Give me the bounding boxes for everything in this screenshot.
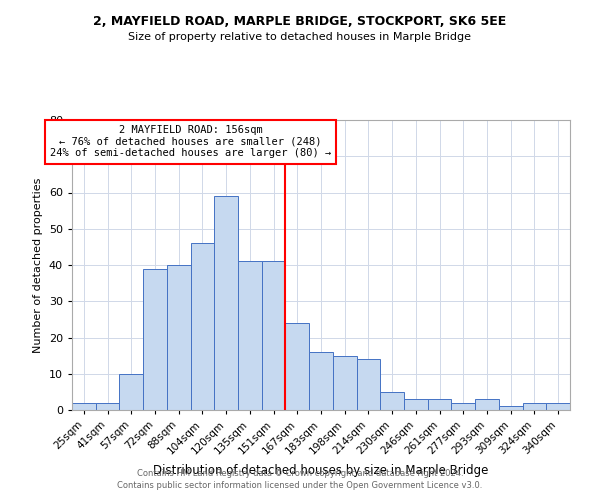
Bar: [451, 403, 475, 410]
Bar: [191, 244, 214, 410]
Text: 2 MAYFIELD ROAD: 156sqm
← 76% of detached houses are smaller (248)
24% of semi-d: 2 MAYFIELD ROAD: 156sqm ← 76% of detache…: [50, 125, 331, 158]
Text: 2, MAYFIELD ROAD, MARPLE BRIDGE, STOCKPORT, SK6 5EE: 2, MAYFIELD ROAD, MARPLE BRIDGE, STOCKPO…: [94, 15, 506, 28]
Bar: [333, 356, 356, 410]
Bar: [143, 268, 167, 410]
Bar: [96, 403, 119, 410]
Bar: [214, 196, 238, 410]
Bar: [428, 399, 451, 410]
Bar: [167, 265, 191, 410]
Text: Size of property relative to detached houses in Marple Bridge: Size of property relative to detached ho…: [128, 32, 472, 42]
Text: Contains public sector information licensed under the Open Government Licence v3: Contains public sector information licen…: [118, 481, 482, 490]
Bar: [262, 262, 286, 410]
Y-axis label: Number of detached properties: Number of detached properties: [33, 178, 43, 352]
Bar: [523, 403, 546, 410]
Bar: [356, 359, 380, 410]
X-axis label: Distribution of detached houses by size in Marple Bridge: Distribution of detached houses by size …: [154, 464, 488, 477]
Bar: [404, 399, 428, 410]
Bar: [499, 406, 523, 410]
Bar: [72, 403, 96, 410]
Bar: [380, 392, 404, 410]
Bar: [286, 323, 309, 410]
Bar: [119, 374, 143, 410]
Bar: [475, 399, 499, 410]
Bar: [546, 403, 570, 410]
Bar: [309, 352, 333, 410]
Text: Contains HM Land Registry data © Crown copyright and database right 2024.: Contains HM Land Registry data © Crown c…: [137, 468, 463, 477]
Bar: [238, 262, 262, 410]
